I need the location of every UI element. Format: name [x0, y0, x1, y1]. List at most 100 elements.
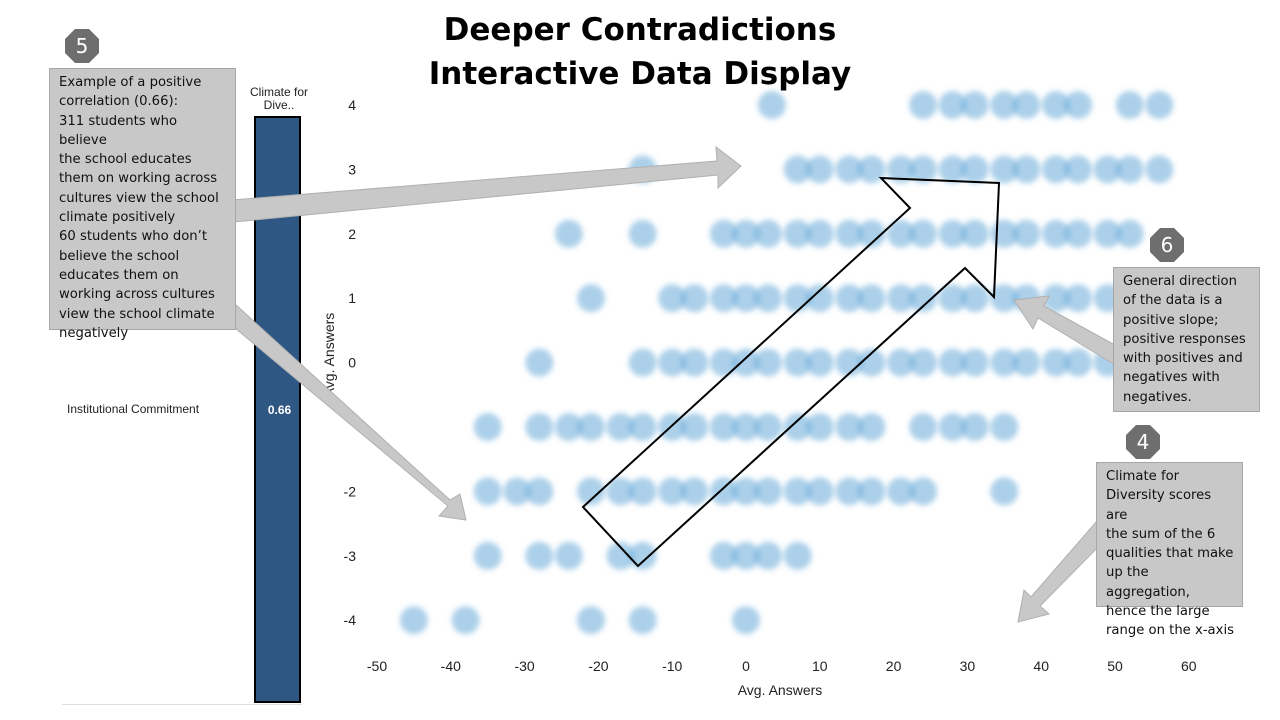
data-point[interactable] [554, 413, 583, 441]
data-point[interactable] [805, 413, 834, 441]
data-point[interactable] [732, 541, 760, 570]
data-point[interactable] [909, 284, 938, 313]
data-point[interactable] [783, 219, 812, 248]
data-point[interactable] [990, 413, 1019, 441]
data-point[interactable] [732, 477, 760, 506]
data-point[interactable] [909, 348, 938, 377]
data-point[interactable] [554, 219, 583, 248]
data-point[interactable] [1064, 91, 1093, 119]
data-point[interactable] [628, 541, 657, 570]
correlation-row-label[interactable]: Institutional Commitment [67, 402, 200, 416]
data-point[interactable] [886, 284, 915, 313]
data-point[interactable] [658, 284, 687, 313]
data-point[interactable] [783, 541, 812, 570]
data-point[interactable] [709, 219, 738, 248]
data-point[interactable] [835, 219, 864, 248]
data-point[interactable] [909, 413, 938, 441]
data-point[interactable] [857, 348, 886, 377]
data-point[interactable] [1041, 219, 1070, 248]
data-point[interactable] [990, 348, 1019, 377]
data-point[interactable] [754, 477, 783, 506]
data-point[interactable] [938, 91, 967, 119]
data-point[interactable] [473, 541, 502, 570]
data-point[interactable] [628, 606, 657, 635]
data-point[interactable] [1115, 219, 1144, 248]
data-point[interactable] [909, 91, 938, 119]
data-point[interactable] [960, 155, 989, 184]
data-point[interactable] [909, 219, 938, 248]
data-point[interactable] [960, 413, 989, 441]
data-point[interactable] [805, 155, 834, 184]
data-point[interactable] [783, 348, 812, 377]
data-point[interactable] [732, 413, 760, 441]
data-point[interactable] [754, 541, 783, 570]
data-point[interactable] [990, 155, 1019, 184]
data-point[interactable] [680, 284, 709, 313]
data-point[interactable] [886, 477, 915, 506]
data-point[interactable] [1093, 219, 1122, 248]
data-point[interactable] [525, 541, 554, 570]
data-point[interactable] [1064, 219, 1093, 248]
data-point[interactable] [680, 348, 709, 377]
data-point[interactable] [606, 541, 635, 570]
data-point[interactable] [709, 477, 738, 506]
data-point[interactable] [525, 413, 554, 441]
data-point[interactable] [658, 477, 687, 506]
data-point[interactable] [1064, 155, 1093, 184]
data-point[interactable] [754, 413, 783, 441]
data-point[interactable] [473, 477, 502, 506]
data-point[interactable] [886, 155, 915, 184]
data-point[interactable] [990, 284, 1019, 313]
data-point[interactable] [805, 284, 834, 313]
data-point[interactable] [857, 219, 886, 248]
data-point[interactable] [1041, 348, 1070, 377]
data-point[interactable] [1041, 284, 1070, 313]
data-point[interactable] [680, 413, 709, 441]
data-point[interactable] [525, 477, 554, 506]
data-point[interactable] [805, 348, 834, 377]
data-point[interactable] [886, 348, 915, 377]
data-point[interactable] [857, 284, 886, 313]
data-point[interactable] [709, 348, 738, 377]
data-point[interactable] [732, 284, 760, 313]
data-point[interactable] [835, 477, 864, 506]
data-point[interactable] [709, 284, 738, 313]
data-point[interactable] [857, 413, 886, 441]
data-point[interactable] [938, 348, 967, 377]
data-point[interactable] [886, 219, 915, 248]
data-point[interactable] [577, 477, 606, 506]
data-point[interactable] [732, 606, 760, 635]
data-point[interactable] [754, 284, 783, 313]
data-point[interactable] [1012, 91, 1041, 119]
data-point[interactable] [938, 413, 967, 441]
data-point[interactable] [754, 219, 783, 248]
data-point[interactable] [732, 219, 760, 248]
data-point[interactable] [473, 413, 502, 441]
data-point[interactable] [990, 477, 1019, 506]
data-point[interactable] [857, 155, 886, 184]
data-point[interactable] [960, 284, 989, 313]
data-point[interactable] [1064, 284, 1093, 313]
data-point[interactable] [658, 348, 687, 377]
data-point[interactable] [938, 155, 967, 184]
data-point[interactable] [938, 284, 967, 313]
data-point[interactable] [525, 348, 554, 377]
data-point[interactable] [805, 477, 834, 506]
data-point[interactable] [1145, 91, 1174, 119]
data-point[interactable] [399, 606, 428, 635]
data-point[interactable] [1012, 155, 1041, 184]
data-point[interactable] [709, 413, 738, 441]
data-point[interactable] [1012, 219, 1041, 248]
data-point[interactable] [1012, 348, 1041, 377]
data-point[interactable] [732, 348, 760, 377]
data-point[interactable] [783, 413, 812, 441]
data-point[interactable] [835, 284, 864, 313]
data-point[interactable] [909, 477, 938, 506]
data-point[interactable] [680, 477, 709, 506]
data-point[interactable] [757, 91, 786, 119]
data-point[interactable] [628, 477, 657, 506]
data-point[interactable] [990, 91, 1019, 119]
data-point[interactable] [835, 348, 864, 377]
data-point[interactable] [938, 219, 967, 248]
data-point[interactable] [1115, 155, 1144, 184]
